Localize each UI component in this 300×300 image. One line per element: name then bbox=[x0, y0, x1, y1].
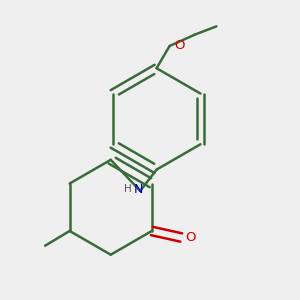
Text: H: H bbox=[124, 184, 132, 194]
Text: O: O bbox=[174, 40, 184, 52]
Text: O: O bbox=[185, 231, 196, 244]
Text: N: N bbox=[134, 183, 143, 196]
